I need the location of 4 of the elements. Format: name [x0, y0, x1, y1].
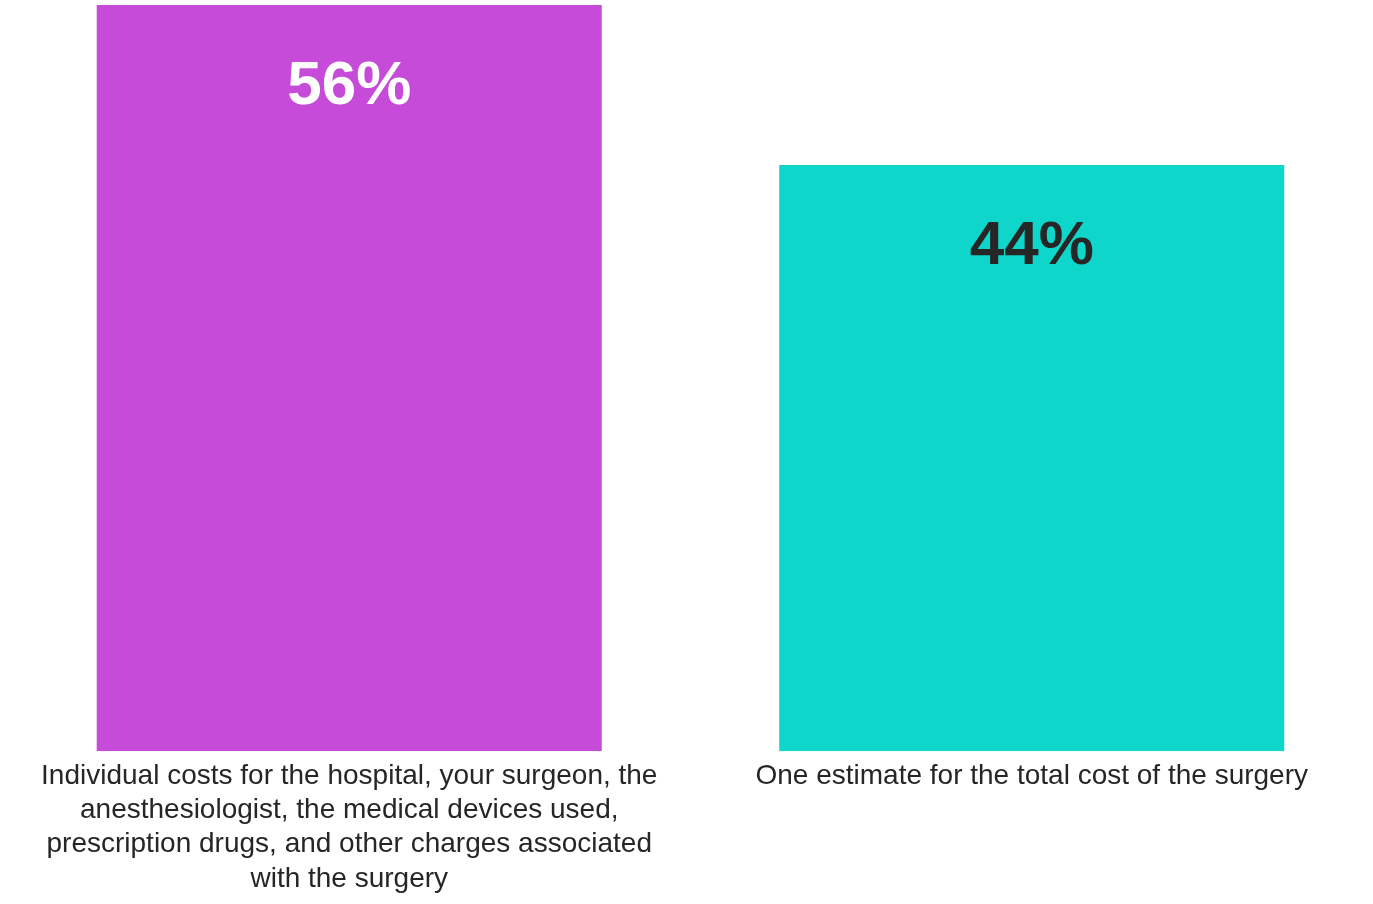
data-label: 56%: [287, 48, 412, 118]
x-tick-label: One estimate for the total cost of the surgery: [755, 759, 1308, 791]
data-label: 44%: [969, 208, 1094, 278]
x-tick-label: Individual costs for the hospital, your surgeon, the anesthesiologist, the medical devices used, prescription drugs, and other charges associated with the surgery: [41, 759, 658, 893]
